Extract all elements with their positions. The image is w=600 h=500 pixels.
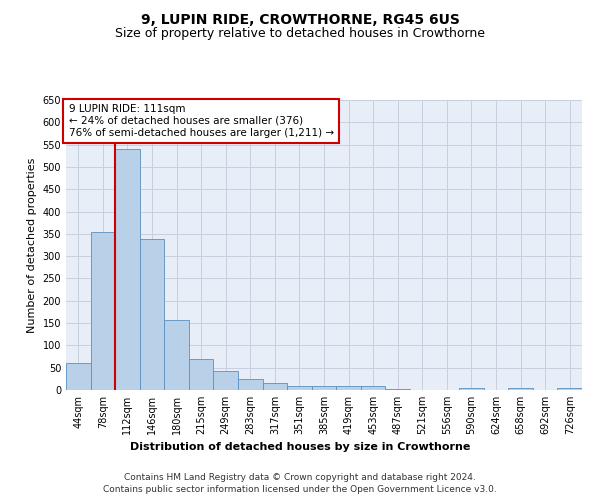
Bar <box>140 239 164 390</box>
Bar <box>336 386 361 390</box>
Text: Contains public sector information licensed under the Open Government Licence v3: Contains public sector information licen… <box>103 485 497 494</box>
Text: 9 LUPIN RIDE: 111sqm
← 24% of detached houses are smaller (376)
76% of semi-deta: 9 LUPIN RIDE: 111sqm ← 24% of detached h… <box>68 104 334 138</box>
Text: Size of property relative to detached houses in Crowthorne: Size of property relative to detached ho… <box>115 28 485 40</box>
Y-axis label: Number of detached properties: Number of detached properties <box>27 158 37 332</box>
Bar <box>459 388 484 390</box>
Text: 9, LUPIN RIDE, CROWTHORNE, RG45 6US: 9, LUPIN RIDE, CROWTHORNE, RG45 6US <box>140 12 460 26</box>
Bar <box>164 320 189 390</box>
Bar <box>214 372 238 390</box>
Bar <box>385 389 410 390</box>
Bar <box>263 383 287 390</box>
Bar <box>91 232 115 390</box>
Bar <box>312 386 336 390</box>
Bar <box>238 379 263 390</box>
Bar <box>508 388 533 390</box>
Bar <box>66 363 91 390</box>
Bar <box>189 359 214 390</box>
Bar <box>361 386 385 390</box>
Bar <box>115 149 140 390</box>
Bar <box>287 386 312 390</box>
Bar <box>557 388 582 390</box>
Text: Distribution of detached houses by size in Crowthorne: Distribution of detached houses by size … <box>130 442 470 452</box>
Text: Contains HM Land Registry data © Crown copyright and database right 2024.: Contains HM Land Registry data © Crown c… <box>124 472 476 482</box>
